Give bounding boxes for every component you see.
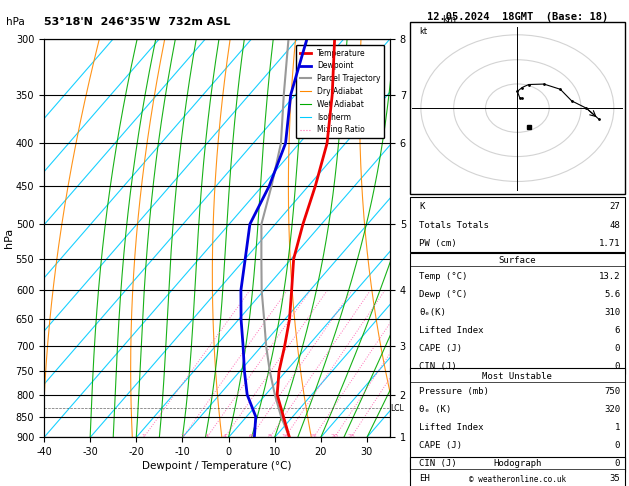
Text: 1: 1 (142, 434, 146, 439)
X-axis label: Dewpoint / Temperature (°C): Dewpoint / Temperature (°C) (142, 461, 292, 471)
Text: 750: 750 (604, 387, 620, 397)
Text: 2: 2 (181, 434, 185, 439)
Bar (410, 197, 625, 252)
Text: hPa: hPa (6, 17, 25, 27)
Text: PW (cm): PW (cm) (419, 240, 457, 248)
Legend: Temperature, Dewpoint, Parcel Trajectory, Dry Adiabat, Wet Adiabat, Isotherm, Mi: Temperature, Dewpoint, Parcel Trajectory… (296, 45, 384, 138)
Text: 1.71: 1.71 (599, 240, 620, 248)
Text: K: K (419, 203, 425, 211)
Text: Dewp (°C): Dewp (°C) (419, 290, 467, 299)
Text: 0: 0 (615, 459, 620, 469)
Text: EH: EH (419, 474, 430, 483)
Text: 15: 15 (309, 434, 318, 439)
Text: CAPE (J): CAPE (J) (419, 344, 462, 353)
Text: Lifted Index: Lifted Index (419, 326, 484, 335)
Text: CIN (J): CIN (J) (419, 362, 457, 371)
Text: 0: 0 (615, 362, 620, 371)
Text: θₑ (K): θₑ (K) (419, 405, 452, 415)
Text: 6: 6 (248, 434, 253, 439)
Text: Most Unstable: Most Unstable (482, 372, 552, 381)
Text: 320: 320 (604, 405, 620, 415)
Text: 48: 48 (610, 221, 620, 230)
Text: 35: 35 (610, 474, 620, 483)
Text: CAPE (J): CAPE (J) (419, 441, 462, 451)
Text: 5.6: 5.6 (604, 290, 620, 299)
Text: hPa: hPa (4, 228, 14, 248)
Text: 10: 10 (281, 434, 289, 439)
Text: θₑ(K): θₑ(K) (419, 308, 446, 317)
Text: 4: 4 (223, 434, 226, 439)
Text: 8: 8 (268, 434, 272, 439)
Text: 0: 0 (615, 344, 620, 353)
Text: 0: 0 (615, 441, 620, 451)
Text: 6: 6 (615, 326, 620, 335)
Text: Pressure (mb): Pressure (mb) (419, 387, 489, 397)
Text: © weatheronline.co.uk: © weatheronline.co.uk (469, 474, 566, 484)
Bar (410, 457, 625, 486)
Text: 53°18'N  246°35'W  732m ASL: 53°18'N 246°35'W 732m ASL (44, 17, 230, 27)
Text: 3: 3 (205, 434, 209, 439)
Text: Lifted Index: Lifted Index (419, 423, 484, 433)
Text: 12.05.2024  18GMT  (Base: 18): 12.05.2024 18GMT (Base: 18) (426, 12, 608, 22)
Text: Hodograph: Hodograph (493, 459, 542, 468)
Text: kt: kt (419, 27, 427, 36)
Bar (410, 253, 625, 374)
Bar (410, 368, 625, 472)
Text: 310: 310 (604, 308, 620, 317)
Y-axis label: Mixing Ratio (g/kg): Mixing Ratio (g/kg) (445, 195, 454, 281)
Text: LCL: LCL (391, 403, 404, 413)
Text: 13.2: 13.2 (599, 272, 620, 281)
Text: km
ASL: km ASL (440, 16, 457, 35)
Text: Surface: Surface (499, 256, 536, 265)
Text: Totals Totals: Totals Totals (419, 221, 489, 230)
Text: CIN (J): CIN (J) (419, 459, 457, 469)
Text: 25: 25 (347, 434, 355, 439)
Bar (410, 22, 625, 194)
Text: 27: 27 (610, 203, 620, 211)
Text: Temp (°C): Temp (°C) (419, 272, 467, 281)
Text: 1: 1 (615, 423, 620, 433)
Text: 20: 20 (331, 434, 338, 439)
